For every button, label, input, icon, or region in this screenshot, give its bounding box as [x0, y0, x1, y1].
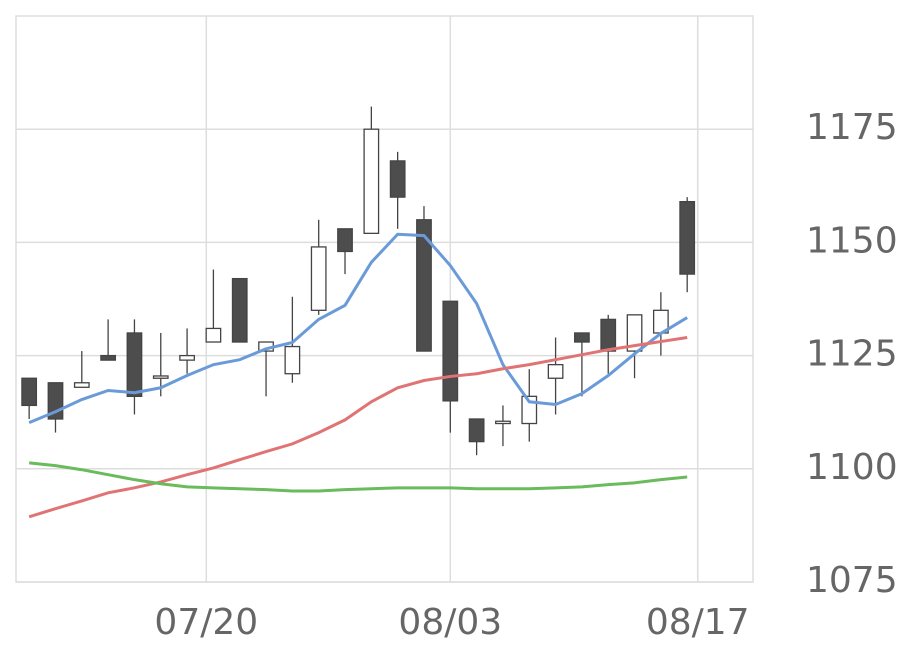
y-tick-label: 1150: [806, 220, 898, 261]
x-tick-label: 08/03: [398, 602, 502, 643]
candle-body: [626, 314, 643, 352]
candle-body: [495, 420, 511, 425]
y-tick-label: 1075: [806, 560, 898, 601]
candle-body: [389, 160, 406, 198]
candle-body: [205, 327, 222, 343]
candle-body: [179, 354, 195, 361]
candle-body: [600, 318, 617, 352]
candle-body: [100, 354, 117, 361]
y-tick-label: 1100: [806, 447, 898, 488]
y-tick-label: 1175: [806, 107, 898, 148]
x-tick-label: 07/20: [154, 602, 258, 643]
candle-body: [679, 200, 696, 275]
candle-body: [574, 332, 590, 343]
moving-average-line: [28, 336, 688, 519]
candle-body: [337, 228, 353, 253]
candle-body: [310, 246, 327, 311]
moving-average-line: [28, 232, 688, 425]
candle-body: [416, 219, 432, 352]
x-tick-label: 08/17: [646, 602, 750, 643]
plot-area: [15, 15, 754, 583]
moving-average-line: [29, 461, 688, 493]
candle-body: [442, 300, 459, 402]
candle-body: [547, 364, 564, 379]
candle-body: [468, 418, 485, 443]
candle-body: [126, 332, 143, 398]
y-tick-label: 1125: [806, 334, 898, 375]
candle-body: [152, 375, 169, 379]
candle-body: [363, 128, 380, 234]
candle-body: [73, 382, 90, 388]
candle-body: [231, 277, 248, 343]
candle-body: [284, 345, 301, 375]
candle-body: [21, 377, 38, 407]
